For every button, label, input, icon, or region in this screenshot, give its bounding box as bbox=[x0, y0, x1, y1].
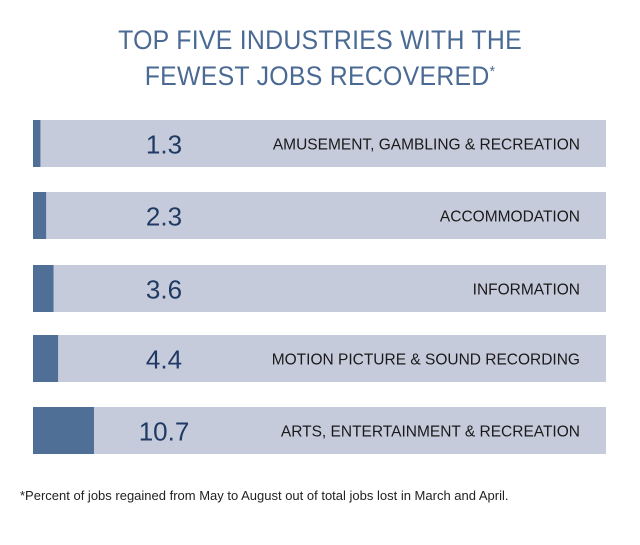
bar-row: 10.7 ARTS, ENTERTAINMENT & RECREATION bbox=[33, 407, 606, 454]
bar-track bbox=[33, 192, 606, 239]
chart-title-line-1: TOP FIVE INDUSTRIES WITH THE bbox=[118, 25, 522, 55]
bar-row: 2.3 ACCOMMODATION bbox=[33, 192, 606, 239]
footnote: *Percent of jobs regained from May to Au… bbox=[20, 488, 509, 503]
bar-category-label: AMUSEMENT, GAMBLING & RECREATION bbox=[273, 137, 580, 154]
bar-row: 3.6 INFORMATION bbox=[33, 265, 606, 312]
bar-value-label: 10.7 bbox=[139, 417, 190, 447]
bar-group: 1.3 AMUSEMENT, GAMBLING & RECREATION 2.3 AC… bbox=[33, 120, 606, 454]
bar-track bbox=[33, 120, 606, 167]
bar-fill bbox=[33, 407, 94, 454]
bar-value-label: 1.3 bbox=[146, 130, 182, 160]
bar-track bbox=[33, 407, 606, 454]
bar-fill bbox=[33, 120, 41, 167]
bar-fill bbox=[33, 265, 54, 312]
chart-title-line-2-text: FEWEST JOBS RECOVERED bbox=[144, 61, 490, 91]
bar-category-label: INFORMATION bbox=[473, 282, 580, 299]
bar-value-label: 2.3 bbox=[146, 202, 182, 232]
bar-row: 1.3 AMUSEMENT, GAMBLING & RECREATION bbox=[33, 120, 606, 167]
bar-value-label: 4.4 bbox=[146, 345, 182, 375]
bar-category-label: ACCOMMODATION bbox=[440, 209, 580, 226]
bar-track bbox=[33, 335, 606, 382]
chart-title-line-2: FEWEST JOBS RECOVERED* bbox=[26, 58, 615, 94]
bar-category-label: ARTS, ENTERTAINMENT & RECREATION bbox=[281, 424, 580, 441]
bar-fill bbox=[33, 335, 59, 382]
bar-value-label: 3.6 bbox=[146, 275, 182, 305]
chart-title: TOP FIVE INDUSTRIES WITH THE FEWEST JOBS… bbox=[26, 22, 615, 94]
bar-row: 4.4 MOTION PICTURE & SOUND RECORDING bbox=[33, 335, 606, 382]
title-footnote-mark: * bbox=[489, 63, 496, 80]
bar-fill bbox=[33, 192, 47, 239]
bar-category-label: MOTION PICTURE & SOUND RECORDING bbox=[272, 352, 580, 369]
bar-track bbox=[33, 265, 606, 312]
